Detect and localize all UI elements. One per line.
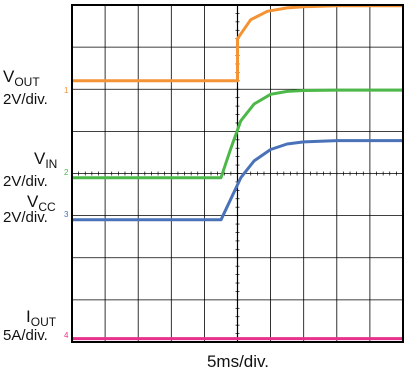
vcc-scale: 2V/div.: [3, 209, 48, 226]
vout-scale: 2V/div.: [3, 91, 48, 108]
iout-marker: 4: [64, 331, 69, 340]
iout-scale: 5A/div.: [3, 327, 48, 344]
vcc-marker: 3: [64, 210, 69, 219]
vout-label: VOUT: [3, 67, 40, 89]
x-axis-label: 5ms/div.: [207, 352, 269, 371]
plot-grid: [71, 4, 404, 343]
vout-marker: 1: [64, 86, 69, 95]
vin-scale: 2V/div.: [3, 173, 48, 190]
plot-frame: [71, 4, 404, 343]
vin-trace: [72, 88, 403, 180]
vcc-label: VCC: [27, 192, 56, 214]
iout-label: IOUT: [26, 307, 57, 329]
vcc-trace: [72, 139, 403, 222]
vin-marker: 2: [64, 168, 69, 177]
vin-label: VIN: [34, 149, 57, 171]
